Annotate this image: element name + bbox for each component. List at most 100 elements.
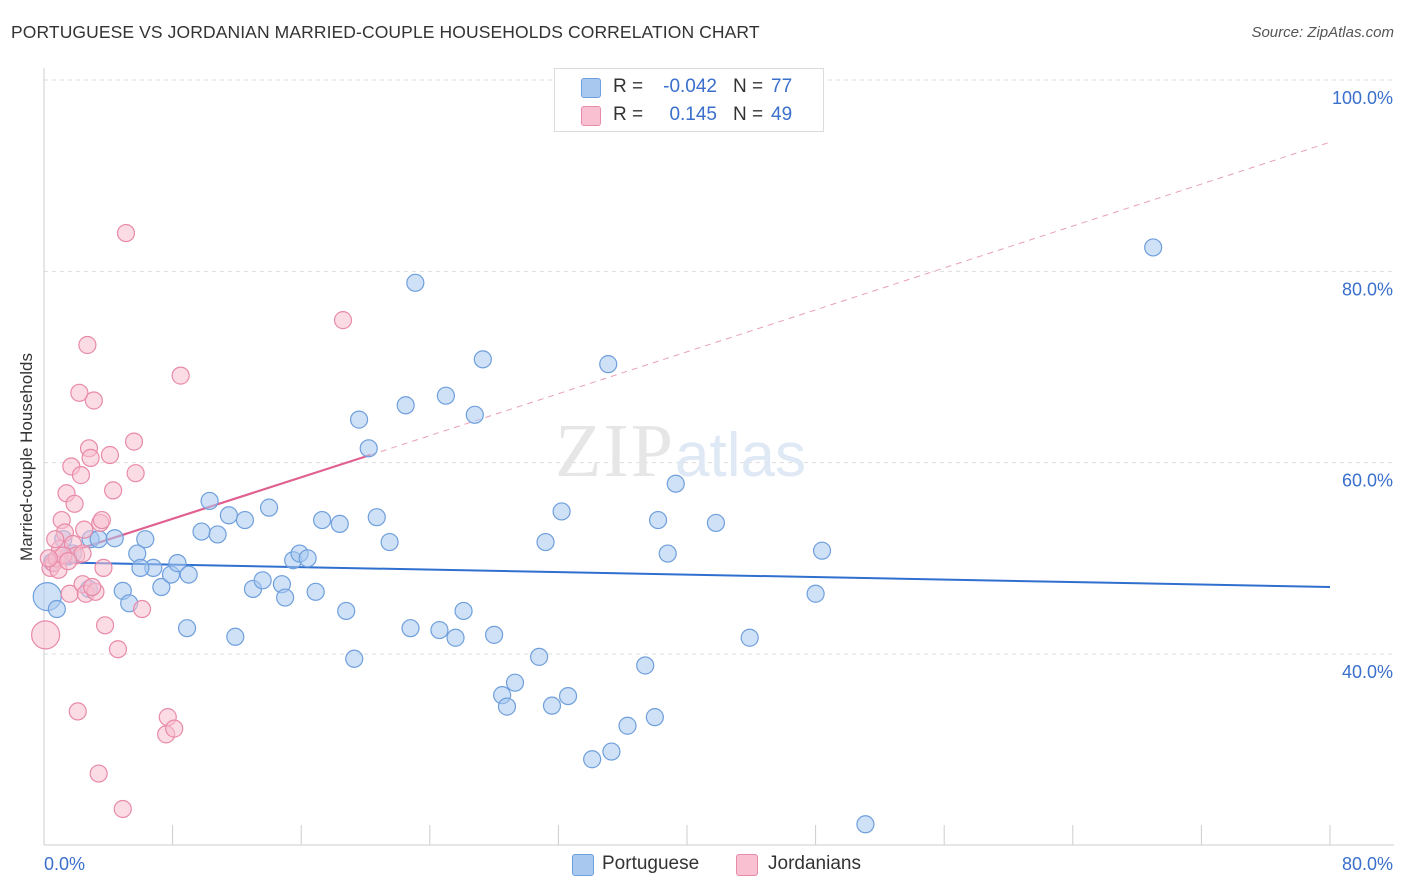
data-point-jordanians xyxy=(116,223,136,243)
data-point-portuguese xyxy=(446,628,465,647)
legend-label-jordanians[interactable]: Jordanians xyxy=(768,853,861,874)
data-point-portuguese xyxy=(396,396,415,415)
data-point-portuguese xyxy=(530,647,549,666)
data-point-jordanians xyxy=(165,719,184,738)
y-tick-label: 60.0% xyxy=(1342,471,1393,491)
data-point-portuguese xyxy=(380,532,399,552)
tick-labels: 40.0% 60.0% 80.0% 100.0% 0.0% 80.0% xyxy=(44,88,1393,874)
data-point-portuguese xyxy=(497,697,517,716)
data-point-portuguese xyxy=(349,410,369,429)
data-point-portuguese xyxy=(618,716,637,735)
data-point-jordanians xyxy=(92,510,111,530)
data-point-portuguese xyxy=(177,619,197,638)
data-point-portuguese xyxy=(259,498,279,517)
data-points xyxy=(31,223,1163,834)
data-point-portuguese xyxy=(168,554,187,573)
stats-legend: R = -0.042 N = 77 R = 0.145 N = 49 xyxy=(554,68,824,132)
trend-line-portuguese xyxy=(43,561,1331,589)
data-point-portuguese xyxy=(706,513,726,533)
data-point-portuguese xyxy=(740,628,759,647)
data-point-portuguese xyxy=(1144,238,1163,257)
data-point-portuguese xyxy=(47,599,66,619)
data-point-portuguese xyxy=(430,620,449,640)
data-point-portuguese xyxy=(152,577,171,597)
data-point-jordanians xyxy=(100,445,120,465)
data-point-portuguese xyxy=(312,510,332,530)
data-point-portuguese xyxy=(558,686,578,706)
data-point-jordanians xyxy=(333,311,353,330)
data-point-jordanians xyxy=(124,432,144,451)
data-point-portuguese xyxy=(192,522,211,541)
data-point-jordanians xyxy=(46,530,65,549)
n-label: N = xyxy=(733,104,764,125)
data-point-portuguese xyxy=(253,571,272,590)
data-point-jordanians xyxy=(104,481,123,500)
data-point-portuguese xyxy=(105,529,124,548)
stats-legend-row-portuguese: R = -0.042 N = 77 xyxy=(555,73,823,101)
data-point-portuguese xyxy=(89,530,108,549)
data-point-portuguese xyxy=(602,742,621,761)
axes xyxy=(43,68,1394,846)
legend-swatch-jordanians[interactable] xyxy=(736,854,758,876)
data-point-portuguese xyxy=(306,582,325,601)
data-point-jordanians xyxy=(70,383,89,402)
series-legend: Portuguese Jordanians xyxy=(0,850,1406,878)
y-axis-label: Married-couple Households xyxy=(17,353,36,561)
data-point-jordanians xyxy=(81,448,100,467)
data-point-jordanians xyxy=(89,764,108,783)
r-value: 0.145 xyxy=(669,104,717,125)
y-tick-label: 40.0% xyxy=(1342,662,1393,682)
data-point-portuguese xyxy=(345,649,364,668)
data-point-jordanians xyxy=(95,616,115,635)
data-point-jordanians xyxy=(68,702,87,721)
data-point-portuguese xyxy=(536,532,555,552)
data-point-portuguese xyxy=(406,273,425,292)
legend-label-portuguese[interactable]: Portuguese xyxy=(602,853,700,874)
data-point-jordanians xyxy=(171,366,190,385)
data-point-portuguese xyxy=(200,491,219,511)
data-point-portuguese xyxy=(330,514,349,533)
chart-source: Source: ZipAtlas.com xyxy=(1251,24,1394,41)
y-tick-label: 80.0% xyxy=(1342,279,1393,299)
data-point-portuguese xyxy=(298,549,317,568)
data-point-jordanians xyxy=(65,494,84,513)
r-label: R = xyxy=(613,76,644,97)
data-point-jordanians xyxy=(71,466,91,485)
data-point-portuguese xyxy=(465,405,484,424)
data-point-portuguese xyxy=(179,565,198,584)
data-point-jordanians xyxy=(94,558,113,578)
data-point-jordanians xyxy=(126,464,145,483)
series-jordanians xyxy=(31,223,353,819)
data-point-jordanians xyxy=(39,549,58,568)
data-point-portuguese xyxy=(219,506,238,525)
legend-swatch-portuguese[interactable] xyxy=(572,854,594,876)
data-point-jordanians xyxy=(132,599,152,619)
data-point-jordanians xyxy=(113,799,132,819)
data-point-portuguese xyxy=(658,544,677,563)
data-point-portuguese xyxy=(636,656,655,675)
data-point-portuguese xyxy=(485,625,504,644)
data-point-jordanians xyxy=(31,620,61,650)
data-point-portuguese xyxy=(583,750,602,769)
data-point-portuguese xyxy=(856,815,875,834)
data-point-portuguese xyxy=(812,541,832,560)
data-point-portuguese xyxy=(454,601,473,621)
data-point-portuguese xyxy=(337,601,356,621)
data-point-portuguese xyxy=(436,386,455,405)
data-point-portuguese xyxy=(208,525,227,544)
data-point-portuguese xyxy=(645,708,664,727)
data-point-jordanians xyxy=(73,544,92,563)
data-point-portuguese xyxy=(136,530,155,549)
x-tick-label: 0.0% xyxy=(44,854,85,874)
data-point-portuguese xyxy=(226,627,245,646)
data-point-jordanians xyxy=(83,577,102,597)
data-point-jordanians xyxy=(75,520,94,539)
y-tick-label: 100.0% xyxy=(1332,88,1393,108)
x-tick-label: 80.0% xyxy=(1342,854,1393,874)
data-point-jordanians xyxy=(78,335,97,355)
data-point-portuguese xyxy=(599,355,618,374)
data-point-jordanians xyxy=(108,640,128,659)
stats-legend-row-jordanians: R = 0.145 N = 49 xyxy=(555,101,823,129)
data-point-portuguese xyxy=(505,673,525,692)
